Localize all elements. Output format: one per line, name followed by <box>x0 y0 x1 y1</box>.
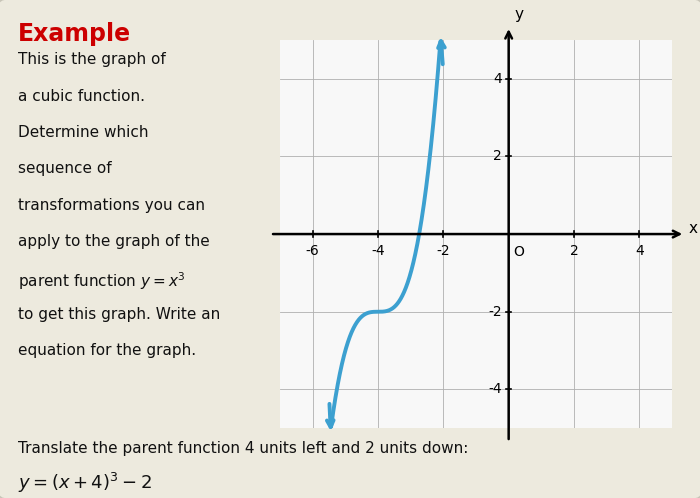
Text: $y = (x + 4)^3 - 2$: $y = (x + 4)^3 - 2$ <box>18 471 151 495</box>
Text: apply to the graph of the: apply to the graph of the <box>18 234 209 249</box>
Text: -4: -4 <box>489 382 502 396</box>
Text: 4: 4 <box>494 72 502 86</box>
Text: Determine which: Determine which <box>18 125 148 140</box>
Text: -4: -4 <box>371 244 385 258</box>
Text: parent function $y = x^3$: parent function $y = x^3$ <box>18 270 186 292</box>
Text: a cubic function.: a cubic function. <box>18 89 144 104</box>
Text: O: O <box>514 245 524 259</box>
Text: 2: 2 <box>494 149 502 163</box>
Text: sequence of: sequence of <box>18 161 111 176</box>
Text: This is the graph of: This is the graph of <box>18 52 165 67</box>
Text: Translate the parent function 4 units left and 2 units down:: Translate the parent function 4 units le… <box>18 441 468 456</box>
Text: -2: -2 <box>437 244 450 258</box>
Text: x: x <box>688 221 697 236</box>
Text: -2: -2 <box>489 305 502 319</box>
Text: 2: 2 <box>570 244 578 258</box>
Text: y: y <box>514 7 524 22</box>
Text: equation for the graph.: equation for the graph. <box>18 343 195 358</box>
Text: to get this graph. Write an: to get this graph. Write an <box>18 307 220 322</box>
Text: -6: -6 <box>306 244 319 258</box>
Text: 4: 4 <box>635 244 644 258</box>
Text: Example: Example <box>18 22 131 46</box>
Text: transformations you can: transformations you can <box>18 198 204 213</box>
